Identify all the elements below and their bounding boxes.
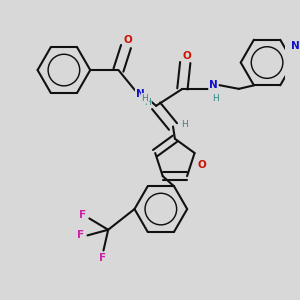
- Text: N: N: [136, 88, 145, 99]
- Text: F: F: [99, 253, 106, 263]
- Text: H: H: [181, 120, 188, 129]
- Text: O: O: [124, 35, 132, 45]
- Text: O: O: [198, 160, 206, 170]
- Text: H: H: [141, 94, 148, 103]
- Text: N: N: [209, 80, 218, 90]
- Text: H: H: [212, 94, 219, 103]
- Text: H: H: [144, 98, 151, 106]
- Text: F: F: [79, 210, 86, 220]
- Text: F: F: [77, 230, 85, 240]
- Text: O: O: [183, 51, 191, 61]
- Text: N: N: [291, 40, 300, 51]
